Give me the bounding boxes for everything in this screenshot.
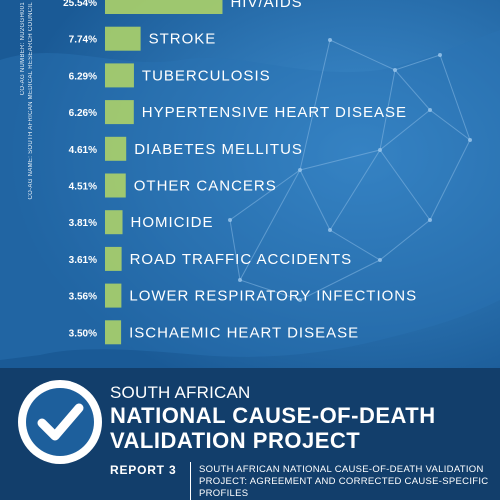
report-number: REPORT 3 [110,463,177,477]
bar-category-label: OTHER CANCERS [134,178,277,195]
bar-7 [105,210,123,235]
bar-value-label: 3.61% [69,255,97,266]
title-line-1: NATIONAL CAUSE-OF-DEATH [110,403,436,428]
bar-3 [105,63,134,88]
bar-8 [105,246,122,271]
network-nodes [228,38,472,302]
bar-value-label: 3.81% [69,218,97,229]
bar-category-label: HOMICIDE [131,214,214,231]
bar-category-label: TUBERCULOSIS [142,67,271,84]
bar-category-label: DIABETES MELLITUS [134,141,303,158]
bar-category-label: ISCHAEMIC HEART DISEASE [129,324,359,341]
bar-6 [105,173,126,198]
bar-category-label: LOWER RESPIRATORY INFECTIONS [129,288,417,305]
bar-category-label: STROKE [149,31,217,48]
report-separator [190,462,191,500]
report-description: SOUTH AFRICAN NATIONAL CAUSE-OF-DEATH VA… [199,464,489,499]
bar-value-label: 6.29% [69,71,97,82]
bar-value-label: 25.54% [63,0,97,9]
bar-value-label: 4.61% [69,145,97,156]
bar-value-label: 3.56% [69,292,97,303]
bar-value-label: 3.50% [69,328,97,339]
bar-category-label: ROAD TRAFFIC ACCIDENTS [130,251,353,268]
bar-category-label: HYPERTENSIVE HEART DISEASE [142,104,407,121]
bar-4 [105,100,134,125]
bar-value-label: 4.51% [69,182,97,193]
cause-of-death-chart: 25.54% HIV/AIDS 7.74% STROKE 6.29% TUBERCULOS… [63,0,417,345]
checkmark-icon [18,380,102,464]
bar-5 [105,136,127,161]
bar-value-label: 6.26% [69,108,97,119]
bar-value-label: 7.74% [69,35,97,46]
bar-category-label: HIV/AIDS [230,0,302,11]
bar-1 [105,0,223,14]
title-line-2: VALIDATION PROJECT [110,428,361,453]
subtitle: SOUTH AFRICAN [110,383,251,402]
bar-2 [105,26,141,51]
bar-9 [105,283,122,308]
bar-10 [105,320,122,345]
